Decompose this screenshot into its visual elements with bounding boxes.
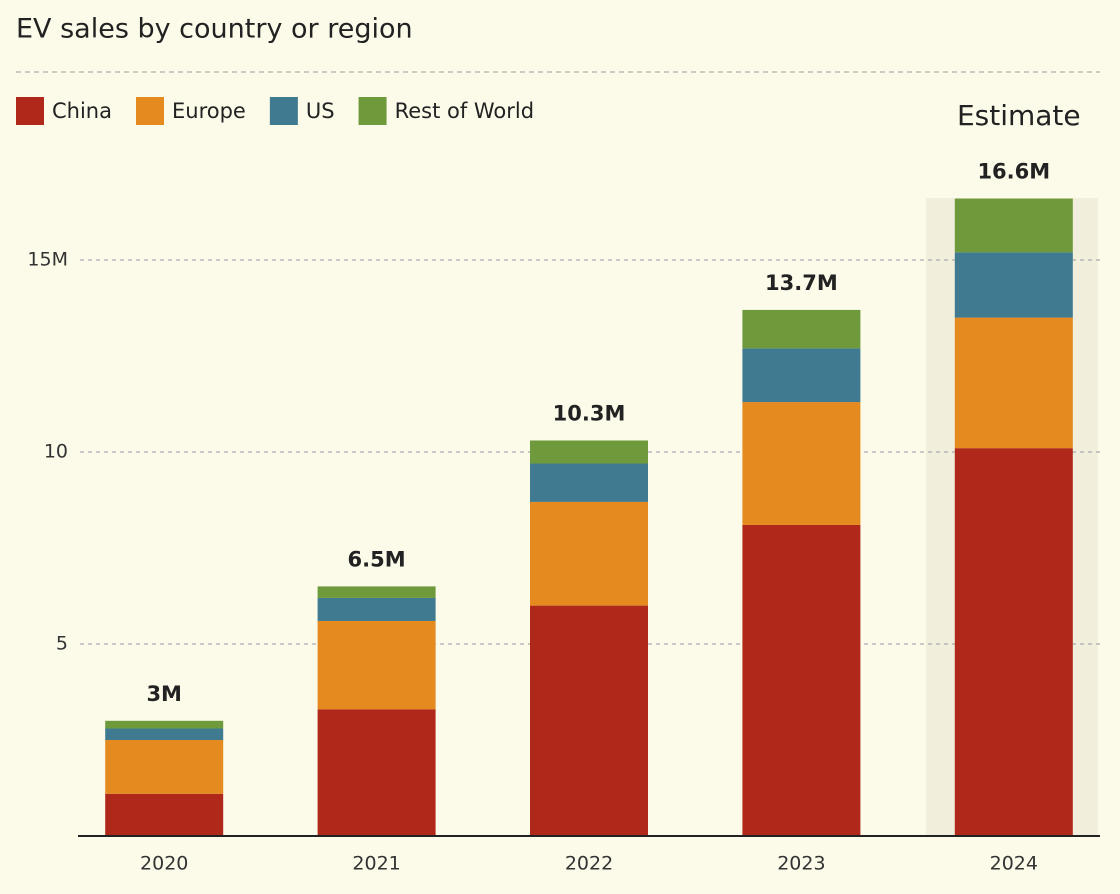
y-tick-label: 15M [27,249,68,271]
bar-segment [317,709,436,836]
legend-swatch [16,97,44,125]
bar-segment [742,348,861,403]
total-label: 6.5M [348,547,406,571]
bar-segment [317,597,436,621]
bar-segment [954,252,1073,318]
bar-segment [742,402,861,525]
legend-label: Europe [172,99,246,123]
legend-swatch [136,97,164,125]
bar-segment [105,740,224,794]
bar-segment [742,309,861,349]
y-tick-label: 10 [44,441,68,463]
x-tick-label: 2023 [777,853,825,875]
bar-segment [530,605,648,836]
chart-title: EV sales by country or region [16,14,413,45]
bar-segment [954,198,1073,253]
bar-segment [317,620,436,710]
x-tick-label: 2021 [352,853,400,875]
bar-segment [530,501,648,606]
bar-segment [954,317,1073,449]
legend-label: China [52,99,112,123]
x-tick-label: 2020 [140,853,188,875]
total-label: 13.7M [765,271,838,295]
bar-segment [530,440,648,464]
legend-label: Rest of World [395,99,535,123]
y-tick-label: 5 [56,633,68,655]
bar-segment [105,728,224,740]
annotation: Estimate [957,99,1081,132]
legend-label: US [306,99,335,123]
legend-swatch [358,97,387,125]
total-label: 16.6M [977,160,1050,184]
x-tick-label: 2022 [565,853,613,875]
bar-segment [105,793,224,836]
bar-segment [530,463,648,502]
bar-segment [105,720,224,729]
bar-segment [742,524,861,836]
total-label: 3M [146,682,182,706]
x-tick-label: 2024 [990,853,1038,875]
bar-segment [954,448,1073,836]
bar-segment [317,586,436,598]
legend-swatch [269,97,298,125]
total-label: 10.3M [553,401,626,425]
